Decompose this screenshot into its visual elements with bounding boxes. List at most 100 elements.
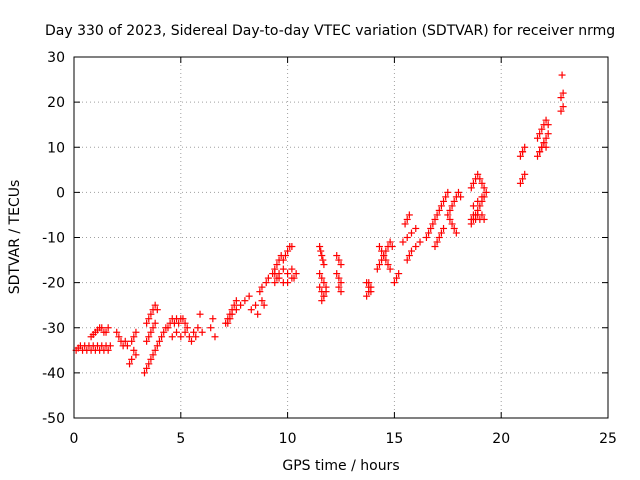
data-point-plus [130,346,138,354]
x-axis-ticks: 0 5 10 15 20 25 [70,57,617,447]
data-point-plus [232,306,240,314]
data-point-plus [442,193,450,201]
data-point-plus [284,279,292,287]
data-point-plus [284,270,292,278]
data-point-plus [435,206,443,214]
data-point-plus [454,188,462,196]
data-point-plus [145,315,153,323]
data-point-plus [183,324,191,332]
data-point-plus [433,238,441,246]
data-point-plus [316,243,324,251]
data-point-plus [544,121,552,129]
data-point-plus [123,342,131,350]
data-point-plus [147,328,155,336]
data-point-plus [559,89,567,97]
data-point-plus [388,243,396,251]
data-point-plus [542,134,550,142]
data-point-plus [260,301,268,309]
data-point-plus [232,297,240,305]
data-point-plus [516,179,524,187]
data-point-plus [540,139,548,147]
data-point-plus [335,283,343,291]
data-point-plus [412,243,420,251]
data-point-plus [281,252,289,260]
data-points [72,71,567,377]
data-point-plus [542,116,550,124]
data-point-plus [143,364,151,372]
data-point-plus [228,310,236,318]
data-point-plus [427,224,435,232]
data-point-plus [378,247,386,255]
data-point-plus [149,351,157,359]
x-tick-label: 0 [70,431,79,447]
data-point-plus [467,184,475,192]
data-point-plus [158,333,166,341]
data-point-plus [175,319,183,327]
chart-title: Day 330 of 2023, Sidereal Day-to-day VTE… [45,23,615,39]
data-point-plus [279,256,287,264]
data-point-plus [160,328,168,336]
x-axis-title: GPS time / hours [282,458,399,474]
data-point-plus [317,247,325,255]
data-point-plus [407,229,415,237]
data-point-plus [320,261,328,269]
data-point-plus [519,148,527,156]
data-point-plus [209,315,217,323]
data-point-plus [143,337,151,345]
data-point-plus [190,328,198,336]
data-point-plus [516,152,524,160]
data-point-plus [444,211,452,219]
data-point-plus [403,234,411,241]
data-point-plus [207,324,215,332]
data-point-plus [115,333,123,341]
data-point-plus [440,224,448,232]
data-point-plus [273,274,281,282]
data-point-plus [386,265,394,273]
data-point-plus [335,256,343,264]
data-point-plus [198,328,206,336]
data-point-plus [194,324,202,332]
data-point-plus [130,333,138,341]
data-point-plus [155,337,163,345]
data-point-plus [474,197,482,205]
y-tick-label: 30 [47,50,65,66]
data-point-plus [241,297,249,305]
data-point-plus [147,310,155,318]
data-point-plus [373,265,381,273]
data-point-plus [558,71,566,79]
data-point-plus [140,369,148,377]
data-point-plus [399,238,407,246]
data-point-plus [104,324,112,332]
y-axis-title: SDTVAR / TECUs [7,180,23,295]
data-point-plus [474,170,482,178]
data-point-plus [403,215,411,223]
data-point-plus [395,270,403,278]
x-tick-label: 20 [492,431,510,447]
data-point-plus [542,143,550,151]
data-point-plus [104,346,112,354]
data-point-plus [435,234,443,241]
data-point-plus [480,184,488,192]
data-point-plus [128,337,136,345]
data-point-plus [450,224,458,232]
x-tick-label: 5 [176,431,185,447]
data-point-plus [476,175,484,183]
data-point-plus [273,261,281,269]
data-point-plus [403,256,411,264]
data-point-plus [382,256,390,264]
data-point-plus [258,297,266,305]
data-point-plus [113,328,121,336]
data-point-plus [322,288,330,296]
data-point-plus [380,252,388,260]
data-point-plus [337,261,345,269]
data-point-plus [279,265,287,273]
data-point-plus [164,324,172,332]
data-point-plus [126,360,134,368]
data-point-plus [536,148,544,156]
data-point-plus [292,270,300,278]
data-point-plus [121,337,129,345]
data-point-plus [230,301,238,309]
data-point-plus [179,315,187,323]
data-point-plus [478,211,486,219]
data-point-plus [151,301,159,309]
